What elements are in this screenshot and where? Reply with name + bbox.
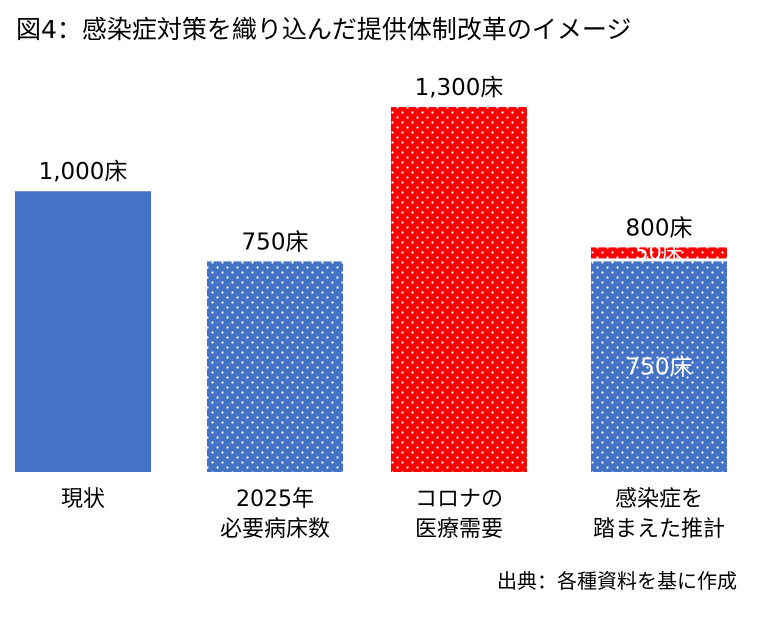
bar-4-segment-1: [591, 261, 727, 472]
category-label-2-2: 必要病床数: [220, 517, 330, 542]
bar-2-segment-1: [207, 261, 343, 472]
category-label-3-2: 医療需要: [415, 517, 503, 542]
category-label-2-1: 2025年: [236, 487, 314, 512]
bar-3-segment-1: [391, 107, 527, 472]
total-label-3: 1,300床: [415, 75, 504, 101]
segment-label-4-2: 50床: [635, 240, 683, 264]
category-label-3-1: コロナの: [415, 487, 503, 512]
figure-title: 図4：感染症対策を織り込んだ提供体制改革のイメージ: [16, 15, 632, 44]
segment-label-4-1: 750床: [626, 355, 693, 381]
bar-1-segment-1: [15, 191, 151, 472]
category-label-1-1: 現状: [61, 487, 105, 512]
bars-layer: [15, 107, 727, 472]
total-label-1: 1,000床: [39, 159, 128, 185]
category-label-4-2: 踏まえた推計: [593, 517, 725, 542]
total-label-4: 800床: [626, 215, 693, 241]
total-label-2: 750床: [242, 229, 309, 255]
category-label-4-1: 感染症を: [615, 487, 703, 512]
source-note: 出典：各種資料を基に作成: [497, 569, 737, 593]
bar-4-segment-2: [591, 247, 727, 259]
